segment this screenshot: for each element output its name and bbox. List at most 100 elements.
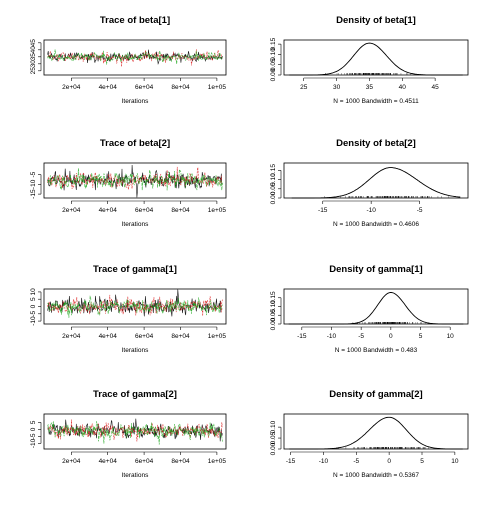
density-panel-1: Density of beta[1] 25 30 35 40 45 N = 1000 Ban… bbox=[270, 15, 469, 105]
x-tick-label: 2e+04 bbox=[62, 207, 81, 214]
y-tick-label: 40 bbox=[30, 46, 37, 54]
x-tick-label: -10 bbox=[319, 458, 329, 465]
y-tick-label: 5 bbox=[30, 420, 37, 424]
density-curve bbox=[291, 167, 461, 199]
x-tick-label: 1e+05 bbox=[208, 207, 227, 214]
trace-panel-3: Trace of gamma[1] 2e+04 4e+04 6e+04 8e+04 1e+… bbox=[30, 264, 226, 354]
x-axis-label: N = 1000 Bandwidth = 0.4606 bbox=[333, 221, 419, 228]
panel-title: Density of beta[2] bbox=[336, 138, 416, 149]
x-axis-label: Iterations bbox=[122, 472, 149, 479]
y-tick-label: -10 bbox=[30, 179, 37, 189]
density-panel-3: Density of gamma[1] -15 -10 -5 0 5 10 N = 1000 … bbox=[270, 264, 469, 354]
plot-frame bbox=[43, 39, 227, 76]
plot-frame bbox=[43, 413, 227, 450]
trace-series-2 bbox=[47, 166, 223, 190]
x-tick-label: -5 bbox=[417, 207, 423, 214]
panel-title: Trace of beta[2] bbox=[100, 138, 170, 149]
x-tick-label: 5 bbox=[420, 458, 424, 465]
x-tick-label: -15 bbox=[297, 333, 307, 340]
x-tick-label: 4e+04 bbox=[99, 333, 118, 340]
y-tick-label: 0.05 bbox=[270, 58, 277, 71]
panel-title: Density of gamma[1] bbox=[329, 264, 422, 275]
density-panel-4: Density of gamma[2] -15 -10 -5 0 5 10 N = 1000 … bbox=[270, 389, 469, 479]
trace-series-3 bbox=[47, 168, 223, 191]
y-tick-label: -5 bbox=[30, 433, 37, 439]
plot-frame bbox=[43, 162, 227, 199]
trace-series-3 bbox=[47, 421, 223, 445]
x-tick-label: 1e+05 bbox=[208, 333, 227, 340]
plot-frame bbox=[283, 413, 469, 450]
trace-series-2 bbox=[47, 294, 223, 317]
x-axis-label: Iterations bbox=[122, 98, 149, 105]
x-tick-label: -5 bbox=[353, 458, 359, 465]
y-tick-label: -10 bbox=[30, 316, 37, 326]
y-tick-label: 0.05 bbox=[270, 182, 277, 195]
y-tick-label: -10 bbox=[30, 438, 37, 448]
trace-panel-4: Trace of gamma[2] 2e+04 4e+04 6e+04 8e+04 1e+… bbox=[30, 389, 226, 479]
x-tick-label: 10 bbox=[451, 458, 459, 465]
x-axis-label: Iterations bbox=[122, 221, 149, 228]
x-tick-label: -10 bbox=[366, 207, 376, 214]
density-curve bbox=[289, 416, 463, 450]
x-tick-label: -10 bbox=[327, 333, 337, 340]
trace-panel-2: Trace of beta[2] 2e+04 4e+04 6e+04 8e+04 1e+0… bbox=[30, 138, 226, 228]
density-panel-2: Density of beta[2] -15 -10 -5 N = 1000 Bandw… bbox=[270, 138, 469, 228]
x-tick-label: 4e+04 bbox=[99, 207, 118, 214]
y-tick-label: 0.15 bbox=[270, 37, 277, 50]
x-tick-label: -15 bbox=[286, 458, 296, 465]
x-tick-label: 2e+04 bbox=[62, 333, 81, 340]
panel-title: Density of gamma[2] bbox=[329, 389, 422, 400]
y-tick-label: -5 bbox=[30, 171, 37, 177]
trace-series-3 bbox=[47, 295, 223, 318]
x-tick-label: 4e+04 bbox=[99, 84, 118, 91]
x-tick-label: -5 bbox=[358, 333, 364, 340]
y-tick-label: 0.00 bbox=[270, 191, 277, 204]
panel-title: Trace of beta[1] bbox=[100, 15, 170, 26]
x-tick-label: 45 bbox=[432, 84, 440, 91]
x-axis-label: N = 1000 Bandwidth = 0.4511 bbox=[333, 98, 419, 105]
x-axis-label: N = 1000 Bandwidth = 0.5367 bbox=[333, 472, 419, 479]
plot-frame bbox=[283, 288, 469, 325]
panel-title: Trace of gamma[2] bbox=[93, 389, 177, 400]
y-tick-label: -15 bbox=[30, 189, 37, 199]
plot-frame bbox=[283, 39, 469, 76]
x-tick-label: 1e+05 bbox=[208, 458, 227, 465]
x-tick-label: 6e+04 bbox=[135, 84, 154, 91]
y-tick-label: 0.15 bbox=[270, 164, 277, 177]
y-tick-label: 0 bbox=[30, 427, 37, 431]
y-tick-label: 0.00 bbox=[270, 442, 277, 455]
x-tick-label: 8e+04 bbox=[171, 458, 190, 465]
trace-series-3 bbox=[47, 49, 223, 65]
y-tick-label: 35 bbox=[30, 53, 37, 61]
density-curve bbox=[289, 42, 463, 76]
y-tick-label: 25 bbox=[30, 67, 37, 75]
x-tick-label: -15 bbox=[318, 207, 328, 214]
y-tick-label: 0.00 bbox=[270, 68, 277, 81]
x-axis-label: Iterations bbox=[122, 347, 149, 354]
panel-title: Density of beta[1] bbox=[336, 15, 416, 26]
plot-frame bbox=[43, 288, 227, 325]
x-tick-label: 6e+04 bbox=[135, 207, 154, 214]
x-tick-label: 2e+04 bbox=[62, 458, 81, 465]
y-tick-label: 30 bbox=[30, 60, 37, 68]
y-tick-label: 10 bbox=[30, 288, 37, 296]
y-tick-label: 0.05 bbox=[270, 431, 277, 444]
y-tick-label: 5 bbox=[30, 297, 37, 301]
x-tick-label: 8e+04 bbox=[171, 333, 190, 340]
y-tick-label: 0.10 bbox=[270, 420, 277, 433]
x-tick-label: 1e+05 bbox=[208, 84, 227, 91]
x-tick-label: 6e+04 bbox=[135, 333, 154, 340]
x-tick-label: 35 bbox=[366, 84, 374, 91]
trace-series-1 bbox=[47, 418, 223, 442]
x-tick-label: 6e+04 bbox=[135, 458, 154, 465]
x-axis-label: N = 1000 Bandwidth = 0.483 bbox=[335, 347, 418, 354]
y-tick-label: -5 bbox=[30, 311, 37, 317]
y-tick-label: 0.05 bbox=[270, 309, 277, 322]
x-tick-label: 8e+04 bbox=[171, 84, 190, 91]
x-tick-label: 4e+04 bbox=[99, 458, 118, 465]
density-curve bbox=[288, 292, 464, 325]
y-tick-label: 0.10 bbox=[270, 300, 277, 313]
trace-series-2 bbox=[47, 419, 223, 442]
